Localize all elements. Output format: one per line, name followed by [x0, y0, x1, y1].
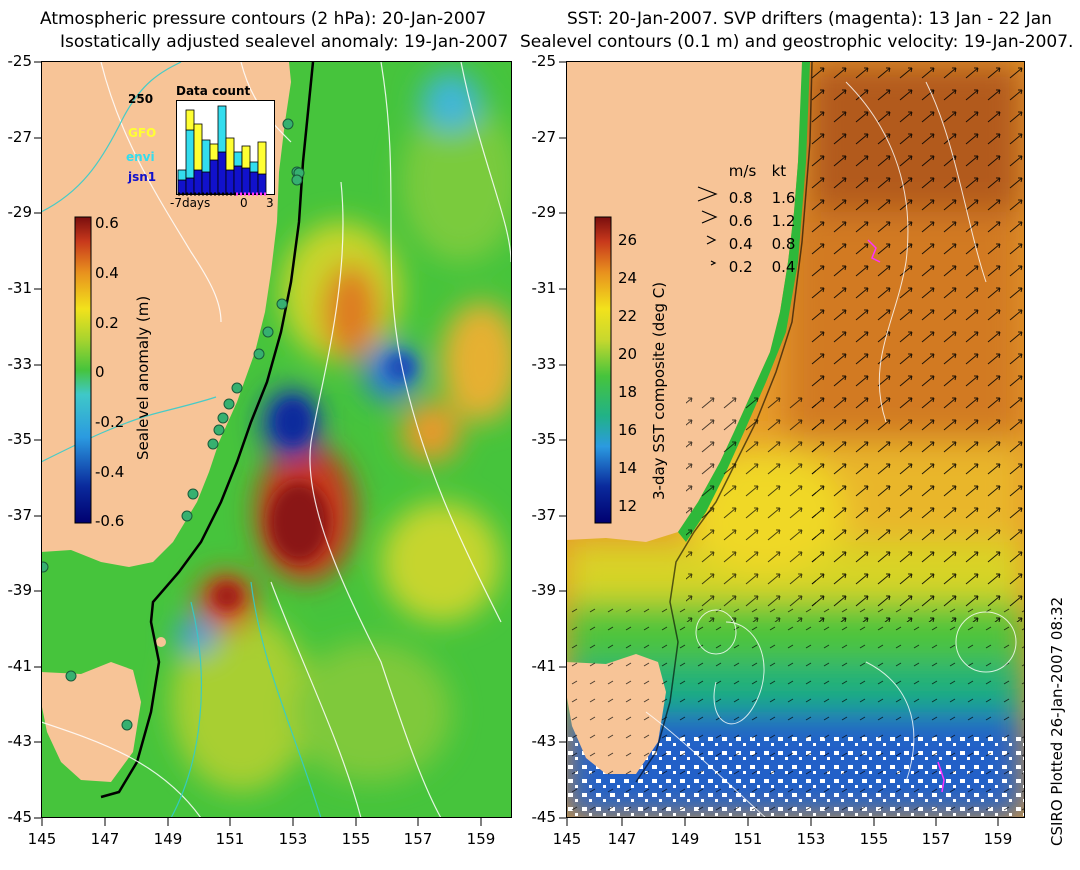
left-cbar-tick: 0.6 — [95, 214, 119, 232]
inset-series-jsn1: jsn1 — [128, 170, 157, 184]
sst-colorbar — [594, 216, 612, 524]
sst-map — [566, 62, 1024, 818]
lon-tick-label: 145 — [552, 830, 582, 848]
lon-tick-label: 157 — [921, 830, 951, 848]
lat-tick-label: -45 — [531, 808, 557, 826]
lat-tick-label: -25 — [7, 52, 33, 70]
left-cbar-tick: -0.6 — [95, 512, 125, 530]
left-cbar-tick: 0 — [95, 363, 105, 381]
inset-ymax-label: 250 — [128, 92, 154, 106]
right-cbar-tick: 18 — [618, 383, 638, 401]
legend-arrow-icon — [696, 231, 724, 253]
lon-tick-label: 157 — [403, 830, 433, 848]
right-cbar-tick: 20 — [618, 345, 638, 363]
lon-tick-label: 153 — [796, 830, 826, 848]
lat-tick-label: -31 — [531, 279, 557, 297]
inset-x-label: -7days — [170, 196, 211, 210]
lat-tick-label: -37 — [531, 506, 557, 524]
inset-x-label: 3 — [266, 196, 274, 210]
legend-kt-value: 0.8 — [771, 235, 796, 253]
legend-kt-value: 1.6 — [771, 189, 796, 207]
legend-arrow-icon — [696, 208, 724, 230]
lon-tick-label: 151 — [215, 830, 245, 848]
sealevel-colorbar — [74, 216, 92, 524]
lat-tick-label: -41 — [531, 657, 557, 675]
lon-tick-label: 149 — [670, 830, 700, 848]
lon-tick-label: 155 — [341, 830, 371, 848]
data-count-inset: Data count 250 GFO envi jsn1 -7days 0 3 — [120, 84, 280, 210]
lat-tick-label: -29 — [531, 203, 557, 221]
legend-header-kt: kt — [771, 162, 787, 180]
legend-ms-value: 0.4 — [728, 235, 753, 253]
lat-tick-label: -35 — [531, 430, 557, 448]
legend-arrow-icon — [696, 254, 724, 276]
lat-tick-label: -29 — [7, 203, 33, 221]
left-cbar-tick: -0.2 — [95, 413, 125, 431]
lat-tick-label: -33 — [7, 355, 33, 373]
legend-ms-value: 0.8 — [728, 189, 753, 207]
inset-series-gfo: GFO — [128, 126, 157, 140]
velocity-legend: m/s kt 0.8 1.6 0.6 1.2 0.4 0.8 0.2 0.4 — [696, 162, 795, 277]
lat-tick-label: -41 — [7, 657, 33, 675]
sealevel-anomaly-map — [41, 62, 511, 818]
inset-bar-chart — [176, 100, 275, 196]
lon-tick-label: 159 — [983, 830, 1013, 848]
right-title-line1: SST: 20-Jan-2007. SVP drifters (magenta)… — [567, 9, 1052, 29]
legend-ms-value: 0.6 — [728, 212, 753, 230]
lat-tick-label: -45 — [7, 808, 33, 826]
lat-tick-label: -39 — [7, 581, 33, 599]
inset-x-label: 0 — [240, 196, 248, 210]
left-title-line1: Atmospheric pressure contours (2 hPa): 2… — [40, 9, 487, 29]
legend-arrow-icon — [696, 185, 724, 207]
right-title-line2: Sealevel contours (0.1 m) and geostrophi… — [520, 32, 1074, 52]
right-cbar-tick: 12 — [618, 497, 638, 515]
lon-tick-label: 155 — [859, 830, 889, 848]
lat-tick-label: -43 — [7, 732, 33, 750]
lon-tick-label: 147 — [90, 830, 120, 848]
lon-tick-label: 151 — [733, 830, 763, 848]
left-title-line2: Isostatically adjusted sealevel anomaly:… — [60, 32, 509, 52]
lat-tick-label: -25 — [531, 52, 557, 70]
lat-tick-label: -27 — [7, 128, 33, 146]
lat-tick-label: -43 — [531, 732, 557, 750]
lon-tick-label: 147 — [607, 830, 637, 848]
right-cbar-tick: 26 — [618, 231, 638, 249]
legend-ms-value: 0.2 — [728, 258, 753, 276]
right-cbar-tick: 14 — [618, 459, 638, 477]
right-cbar-tick: 24 — [618, 269, 638, 287]
lon-tick-label: 145 — [27, 830, 57, 848]
right-cbar-tick: 22 — [618, 307, 638, 325]
inset-title: Data count — [176, 84, 251, 98]
left-cbar-tick: -0.4 — [95, 463, 125, 481]
left-cbar-tick: 0.4 — [95, 264, 119, 282]
csiro-footer: CSIRO Plotted 26-Jan-2007 08:32 — [1048, 596, 1066, 846]
lat-tick-label: -31 — [7, 279, 33, 297]
inset-series-envi: envi — [126, 150, 155, 164]
lat-tick-label: -33 — [531, 355, 557, 373]
legend-header-ms: m/s — [728, 162, 757, 180]
legend-kt-value: 1.2 — [771, 212, 796, 230]
lat-tick-label: -35 — [7, 430, 33, 448]
legend-kt-value: 0.4 — [771, 258, 796, 276]
lon-tick-label: 159 — [466, 830, 496, 848]
lon-tick-label: 149 — [153, 830, 183, 848]
lon-tick-label: 153 — [278, 830, 308, 848]
lat-tick-label: -37 — [7, 506, 33, 524]
lat-tick-label: -39 — [531, 581, 557, 599]
left-cbar-tick: 0.2 — [95, 314, 119, 332]
right-cbar-tick: 16 — [618, 421, 638, 439]
lat-tick-label: -27 — [531, 128, 557, 146]
